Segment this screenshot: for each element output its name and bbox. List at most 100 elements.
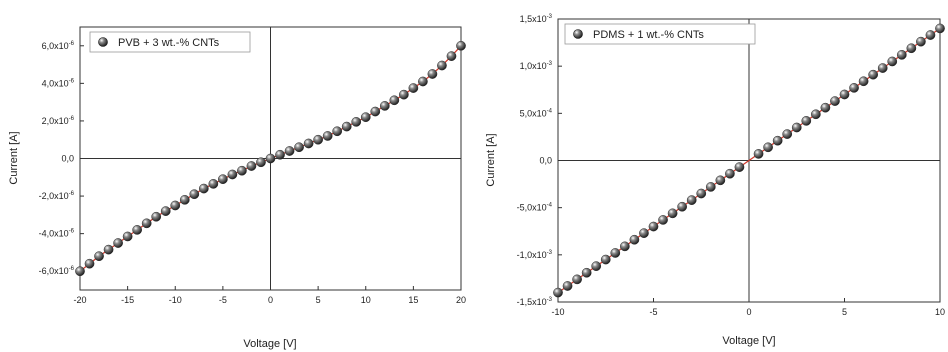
data-point: [179, 194, 190, 205]
data-point: [265, 153, 276, 164]
legend-marker-right: [573, 29, 583, 39]
x-tick-label: -10: [551, 307, 564, 317]
legend-left: PVB + 3 wt.-% CNTs: [89, 31, 251, 53]
legend-label-left: PVB + 3 wt.-% CNTs: [118, 37, 220, 49]
x-tick-label: 20: [456, 295, 466, 305]
x-tick-label: -5: [219, 295, 227, 305]
y-tick-label: -2,0x10-6: [39, 191, 75, 201]
data-point: [446, 51, 457, 61]
data-point: [658, 215, 668, 225]
y-tick-label: 0,0: [61, 154, 74, 164]
legend-box-left: [89, 31, 251, 53]
data-point: [360, 112, 371, 123]
data-point: [591, 261, 602, 272]
data-point: [389, 95, 400, 106]
data-point: [858, 76, 869, 87]
data-point: [322, 131, 333, 141]
x-tick-label: -5: [649, 307, 657, 317]
data-point: [170, 200, 181, 211]
y-axis-title-right: Current [A]: [485, 133, 497, 186]
data-point: [256, 157, 266, 168]
data-point: [562, 281, 573, 291]
data-point: [696, 188, 707, 199]
data-point: [208, 179, 219, 189]
data-point: [313, 134, 323, 145]
x-tick-label: 5: [842, 307, 847, 317]
data-point: [868, 69, 879, 80]
data-point: [801, 116, 812, 126]
data-point: [629, 234, 640, 245]
y-tick-label: -5,0x10-4: [517, 203, 553, 213]
data-point: [303, 138, 314, 149]
data-point: [351, 117, 362, 127]
data-point: [218, 174, 228, 185]
data-point: [151, 211, 162, 222]
data-point: [103, 244, 114, 255]
data-point: [667, 208, 678, 219]
data-point: [189, 189, 200, 200]
data-point: [94, 251, 104, 262]
data-point: [141, 218, 152, 229]
y-tick-label: 6,0x10-6: [42, 41, 75, 51]
data-point: [132, 225, 142, 235]
x-axis-title-left: Voltage [V]: [243, 338, 296, 350]
y-tick-label: -6,0x10-6: [39, 266, 75, 276]
data-point: [830, 96, 840, 106]
data-point: [84, 258, 95, 269]
data-point: [437, 60, 447, 71]
chart-left: -20 -15 -10 -5 0 5 10 15 20 -6,0x10-6 -4,0x10-6 -2…: [8, 26, 466, 350]
data-point: [294, 142, 304, 153]
data-point: [113, 238, 123, 248]
data-point: [275, 149, 285, 160]
data-point: [408, 83, 419, 93]
legend-right: PDMS + 1 wt.-% CNTs: [564, 23, 756, 45]
data-point: [839, 89, 850, 100]
data-point: [734, 162, 745, 172]
y-tick-label: -1,5x10-3: [517, 297, 553, 307]
data-point: [600, 254, 611, 265]
data-point: [639, 228, 649, 238]
data-point: [935, 23, 945, 34]
x-axis-title-right: Voltage [V]: [722, 335, 775, 347]
data-point: [782, 129, 793, 139]
legend-label-right: PDMS + 1 wt.-% CNTs: [593, 29, 704, 41]
data-point: [379, 101, 390, 111]
data-point: [581, 267, 592, 278]
data-point: [332, 126, 343, 137]
data-point: [772, 135, 783, 146]
data-point: [610, 248, 621, 258]
y-tick-label: 4,0x10-6: [42, 78, 75, 88]
data-point: [418, 76, 428, 87]
data-point: [75, 266, 85, 277]
data-point: [553, 287, 563, 298]
data-point: [427, 69, 438, 79]
data-point: [916, 36, 926, 47]
x-tick-label: 15: [408, 295, 418, 305]
data-point: [686, 195, 697, 205]
data-point: [227, 169, 238, 180]
data-point: [763, 142, 773, 153]
data-point: [677, 201, 688, 212]
legend-box-right: [564, 23, 756, 45]
data-point: [160, 206, 171, 216]
y-tick-label: 1,5x10-3: [520, 14, 553, 24]
data-point: [715, 175, 726, 186]
x-tick-label: -10: [169, 295, 182, 305]
fit-line-right: [557, 27, 941, 294]
data-point: [705, 182, 716, 192]
y-tick-label: 0,0: [539, 156, 552, 166]
data-point: [122, 231, 133, 242]
data-point: [572, 274, 582, 285]
y-tick-label: -1,0x10-3: [517, 250, 553, 260]
data-point: [341, 121, 352, 132]
x-tick-label: -20: [73, 295, 86, 305]
legend-marker-left: [98, 37, 108, 47]
data-point: [237, 165, 247, 176]
data-point: [849, 83, 859, 93]
x-tick-label: 10: [935, 307, 945, 317]
data-point: [725, 168, 735, 179]
y-tick-label: 2,0x10-6: [42, 116, 75, 126]
x-tick-label: 10: [361, 295, 371, 305]
data-point: [753, 149, 764, 159]
